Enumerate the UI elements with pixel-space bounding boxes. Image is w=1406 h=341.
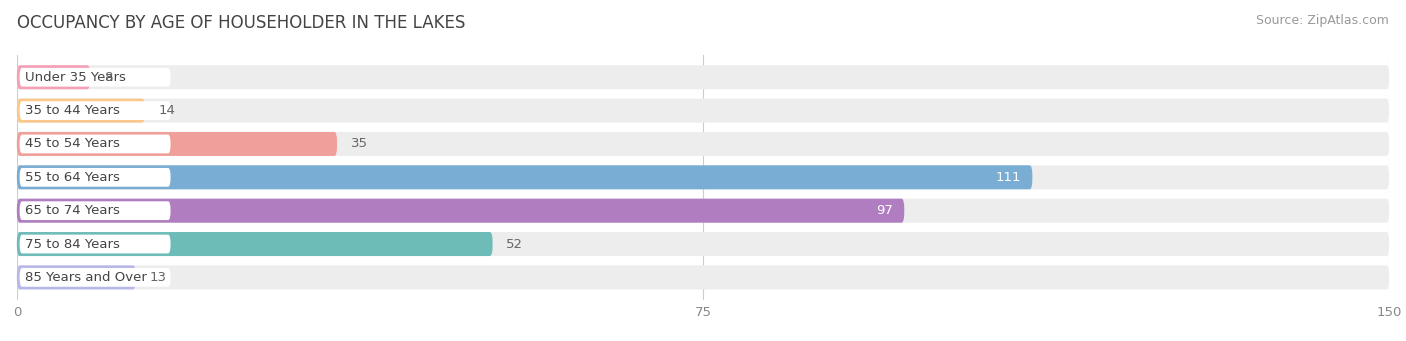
FancyBboxPatch shape xyxy=(17,265,136,290)
FancyBboxPatch shape xyxy=(17,165,1389,189)
Text: 45 to 54 Years: 45 to 54 Years xyxy=(25,137,120,150)
FancyBboxPatch shape xyxy=(17,199,1389,223)
FancyBboxPatch shape xyxy=(17,65,90,89)
FancyBboxPatch shape xyxy=(20,135,170,153)
Text: 52: 52 xyxy=(506,238,523,251)
FancyBboxPatch shape xyxy=(20,101,170,120)
FancyBboxPatch shape xyxy=(20,235,170,253)
FancyBboxPatch shape xyxy=(17,132,337,156)
FancyBboxPatch shape xyxy=(20,201,170,220)
FancyBboxPatch shape xyxy=(20,268,170,287)
FancyBboxPatch shape xyxy=(17,232,492,256)
Text: 85 Years and Over: 85 Years and Over xyxy=(25,271,148,284)
Text: 35 to 44 Years: 35 to 44 Years xyxy=(25,104,120,117)
Text: 14: 14 xyxy=(159,104,176,117)
FancyBboxPatch shape xyxy=(17,132,1389,156)
Text: Source: ZipAtlas.com: Source: ZipAtlas.com xyxy=(1256,14,1389,27)
Text: 65 to 74 Years: 65 to 74 Years xyxy=(25,204,120,217)
FancyBboxPatch shape xyxy=(20,168,170,187)
Text: 35: 35 xyxy=(350,137,368,150)
Text: 55 to 64 Years: 55 to 64 Years xyxy=(25,171,120,184)
FancyBboxPatch shape xyxy=(17,165,1032,189)
Text: 97: 97 xyxy=(876,204,893,217)
FancyBboxPatch shape xyxy=(17,65,1389,89)
FancyBboxPatch shape xyxy=(20,68,170,87)
Text: 75 to 84 Years: 75 to 84 Years xyxy=(25,238,120,251)
Text: 111: 111 xyxy=(995,171,1021,184)
FancyBboxPatch shape xyxy=(17,99,145,123)
FancyBboxPatch shape xyxy=(17,265,1389,290)
FancyBboxPatch shape xyxy=(17,232,1389,256)
FancyBboxPatch shape xyxy=(17,199,904,223)
Text: Under 35 Years: Under 35 Years xyxy=(25,71,127,84)
FancyBboxPatch shape xyxy=(17,99,1389,123)
Text: 8: 8 xyxy=(104,71,112,84)
Text: 13: 13 xyxy=(149,271,166,284)
Text: OCCUPANCY BY AGE OF HOUSEHOLDER IN THE LAKES: OCCUPANCY BY AGE OF HOUSEHOLDER IN THE L… xyxy=(17,14,465,32)
